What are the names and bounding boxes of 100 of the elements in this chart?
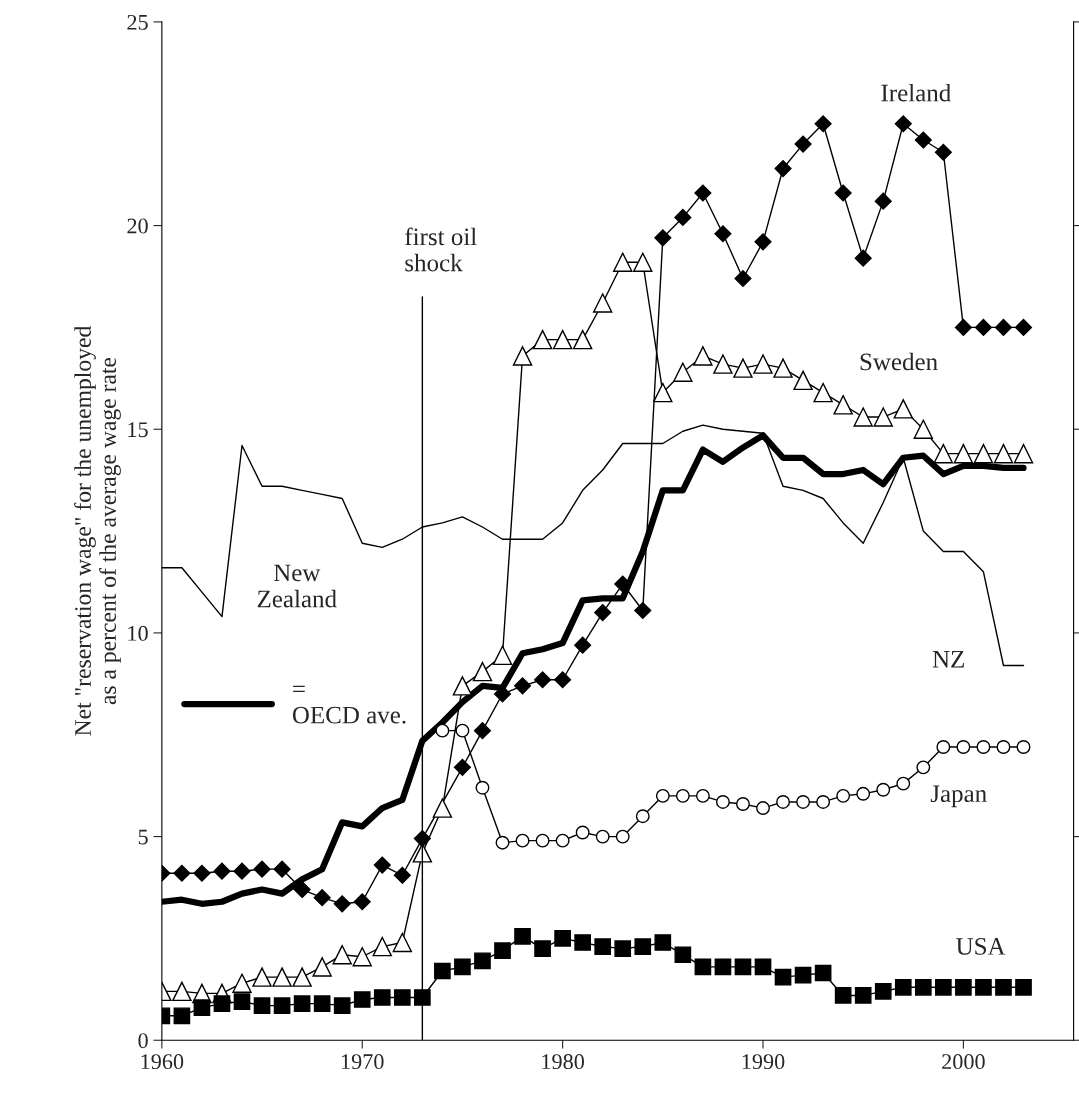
point: [414, 989, 431, 1006]
point: [935, 978, 952, 996]
point: [756, 801, 770, 816]
point: [874, 983, 892, 1000]
point: [592, 293, 613, 313]
point: [674, 946, 692, 964]
point: [514, 928, 531, 945]
point: [552, 329, 573, 350]
point: [853, 407, 873, 427]
point: [954, 318, 972, 336]
point: [293, 995, 311, 1012]
point: [693, 346, 713, 366]
point: [793, 370, 813, 391]
point: [333, 895, 351, 913]
point: [914, 131, 932, 149]
point: [654, 229, 672, 247]
legend-label: = OECD ave.: [292, 685, 406, 724]
point: [435, 723, 450, 738]
point: [813, 382, 833, 403]
point: [594, 938, 612, 955]
y-tick-label: 15: [128, 422, 148, 438]
y-tick-label: 10: [128, 625, 148, 641]
point: [232, 973, 252, 993]
annotation: USA: [956, 938, 1006, 955]
point: [472, 661, 493, 682]
point: [554, 671, 572, 689]
point: [454, 958, 471, 976]
point: [1013, 443, 1034, 464]
point: [353, 893, 371, 911]
point: [874, 192, 892, 210]
point: [393, 866, 411, 884]
point: [674, 208, 692, 226]
x-tick-label: 2000: [942, 1054, 985, 1070]
point: [714, 225, 732, 243]
point: [873, 407, 893, 427]
point: [753, 354, 773, 374]
point: [754, 233, 772, 251]
x-tick-label: 1960: [141, 1054, 184, 1070]
point: [953, 443, 974, 464]
point: [673, 362, 693, 382]
point: [173, 864, 191, 882]
point: [836, 788, 851, 803]
ref-line-label: first oil shock: [405, 227, 477, 272]
point: [893, 399, 914, 419]
point: [654, 934, 672, 951]
point: [856, 786, 871, 801]
point: [554, 930, 571, 947]
point: [312, 957, 332, 977]
point: [474, 952, 491, 970]
point: [894, 115, 912, 133]
point: [796, 795, 811, 809]
point: [794, 135, 812, 153]
point: [512, 346, 533, 366]
x-tick-label: 1980: [542, 1054, 584, 1070]
point: [794, 966, 812, 984]
point: [833, 395, 853, 415]
point: [193, 999, 211, 1016]
point: [754, 958, 772, 976]
point: [713, 354, 733, 374]
point: [634, 601, 652, 620]
point: [473, 722, 492, 740]
point: [933, 443, 954, 464]
point: [854, 249, 872, 267]
point: [634, 938, 652, 955]
y-tick-label: 20: [127, 218, 148, 234]
point: [515, 833, 530, 848]
point: [534, 671, 552, 689]
point: [492, 645, 513, 666]
point: [854, 987, 872, 1004]
point: [975, 978, 992, 996]
point: [193, 864, 211, 882]
point: [494, 942, 511, 959]
point: [714, 958, 732, 976]
point: [876, 782, 891, 797]
point: [313, 889, 331, 907]
point: [974, 318, 992, 336]
point: [955, 978, 972, 996]
point: [595, 829, 610, 844]
point: [432, 798, 453, 818]
point: [332, 944, 352, 965]
point: [834, 987, 852, 1004]
point: [774, 159, 792, 178]
point: [655, 788, 670, 803]
y-tick-label: 25: [127, 14, 148, 30]
point: [534, 940, 551, 957]
point: [453, 758, 471, 776]
point: [993, 443, 1014, 464]
y-axis-title: Net "reservation wage" for the unemployed as a percent of the average wage rate: [74, 326, 121, 736]
point: [393, 989, 411, 1006]
point: [614, 940, 632, 957]
point: [574, 934, 591, 951]
point: [814, 964, 832, 982]
point: [956, 740, 971, 754]
annotation: NZ: [932, 651, 964, 668]
point: [814, 115, 832, 133]
point: [172, 981, 192, 1002]
point: [535, 833, 550, 848]
point: [695, 788, 710, 803]
point: [633, 252, 653, 272]
point: [1014, 318, 1033, 336]
